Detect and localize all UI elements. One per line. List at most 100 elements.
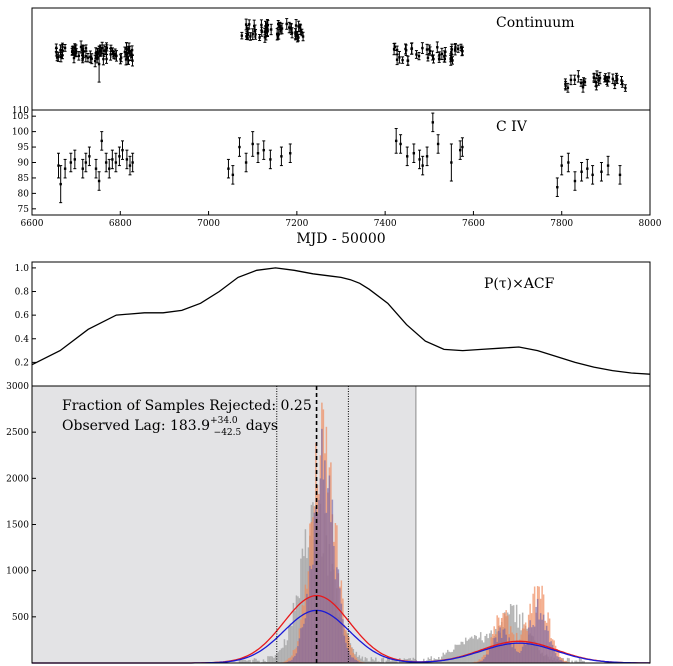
continuum-point	[606, 75, 610, 87]
histogram-bar-raw	[363, 660, 365, 663]
histogram-bar-raw	[375, 657, 377, 663]
continuum-point	[118, 54, 122, 65]
observed-lag-annotation: Observed Lag: 183.9+34.0 −42.5 days	[62, 416, 278, 438]
histogram-bar-final	[482, 659, 485, 663]
histogram-bar-raw	[288, 625, 290, 663]
lag-markers	[276, 386, 349, 663]
histogram-bar-weighted	[286, 659, 289, 663]
histogram-bar-raw	[396, 659, 398, 663]
histogram-bar-raw	[460, 641, 462, 663]
continuum-point	[611, 73, 615, 85]
histogram-bar-final	[506, 641, 509, 663]
civ-point	[599, 162, 603, 182]
histogram-bar-raw	[577, 661, 579, 663]
civ-point	[226, 158, 230, 179]
histogram-bar-raw	[387, 657, 389, 663]
histogram-bar-raw	[391, 658, 394, 663]
histogram-bar-weighted	[524, 622, 527, 663]
continuum-point	[393, 42, 397, 51]
civ-xtick-label: 6800	[109, 219, 132, 229]
histogram-bar-final	[355, 660, 358, 663]
continuum-point	[127, 42, 131, 54]
continuum-point	[109, 44, 113, 52]
histogram-bar-raw	[364, 657, 367, 663]
continuum-label: Continuum	[496, 15, 575, 31]
histogram-bar-final	[530, 627, 533, 663]
continuum-point	[287, 21, 291, 34]
civ-point	[69, 152, 73, 173]
histogram-bar-final	[545, 625, 548, 663]
histogram-bar-raw	[409, 658, 412, 663]
continuum-point	[289, 23, 293, 35]
civ-point	[279, 146, 283, 167]
histogram-bar-raw	[451, 651, 453, 663]
histogram-bar-raw	[412, 657, 415, 663]
continuum-point	[592, 73, 596, 82]
civ-frame	[31, 109, 651, 216]
histogram-bar-weighted	[361, 661, 364, 663]
histogram-bar-raw	[372, 659, 374, 663]
civ-point	[131, 152, 135, 173]
histogram-bar-weighted	[283, 661, 286, 663]
civ-point	[94, 158, 98, 179]
civ-point	[125, 149, 129, 170]
histogram-bar-final	[286, 661, 289, 663]
histogram-bar-final	[310, 569, 313, 663]
civ-point	[418, 149, 422, 170]
histogram-bar-raw	[479, 632, 482, 663]
histogram-bar-raw	[292, 602, 295, 663]
continuum-point	[265, 27, 269, 37]
continuum-point	[461, 46, 465, 56]
civ-point	[87, 146, 91, 167]
histogram-bar-raw	[355, 651, 358, 663]
civ-ytick-label: 100	[12, 128, 29, 138]
histogram-bar-raw	[442, 652, 444, 663]
continuum-point	[258, 34, 262, 42]
histogram-bar-weighted	[496, 615, 498, 663]
histogram-bar-raw	[381, 658, 383, 663]
histogram-bar-raw	[370, 657, 373, 663]
acf-ytick-label: 0.8	[15, 288, 30, 298]
histogram-bar-final	[496, 641, 498, 663]
continuum-point	[437, 51, 441, 59]
histogram-bar-final	[337, 569, 340, 663]
histogram-bar-raw	[467, 639, 470, 663]
continuum-point	[278, 21, 282, 31]
histogram-bar-raw	[463, 644, 465, 663]
histogram-bar-raw	[455, 644, 458, 663]
histogram-bar-final	[321, 428, 323, 663]
histogram-bar-raw	[247, 660, 250, 663]
continuum-point	[81, 49, 85, 62]
civ-point	[107, 158, 111, 179]
histogram-bar-raw	[285, 645, 287, 663]
histogram-bar-raw	[376, 661, 379, 663]
histogram-bar-raw	[271, 656, 274, 663]
continuum-point	[395, 45, 399, 55]
civ-ytick-label: 90	[18, 159, 30, 169]
continuum-point	[56, 51, 60, 62]
civ-point	[399, 134, 403, 154]
histogram-bar-final	[289, 660, 292, 663]
histogram-bar-final	[306, 593, 308, 663]
histogram-bar-final	[345, 642, 347, 663]
civ-point	[618, 165, 622, 185]
histogram-bar-raw	[264, 661, 266, 663]
histogram-bar-raw	[240, 658, 242, 663]
civ-point	[412, 143, 416, 163]
continuum-point	[403, 43, 407, 55]
continuum-point	[280, 22, 284, 35]
histogram-bar-final	[502, 629, 504, 663]
continuum-point	[425, 43, 429, 56]
histogram-bar-weighted	[285, 660, 287, 663]
continuum-point	[114, 50, 118, 62]
continuum-points	[54, 18, 627, 93]
histogram-bar-weighted	[559, 656, 561, 663]
histogram-bar-final	[301, 627, 304, 663]
histogram-bar-raw	[279, 650, 281, 663]
civ-point	[251, 131, 255, 157]
continuum-point	[86, 52, 90, 63]
acf-ytick-label: 1.0	[15, 264, 30, 274]
continuum-point	[583, 78, 587, 86]
civ-point	[405, 146, 409, 167]
acf-frame	[31, 261, 651, 387]
